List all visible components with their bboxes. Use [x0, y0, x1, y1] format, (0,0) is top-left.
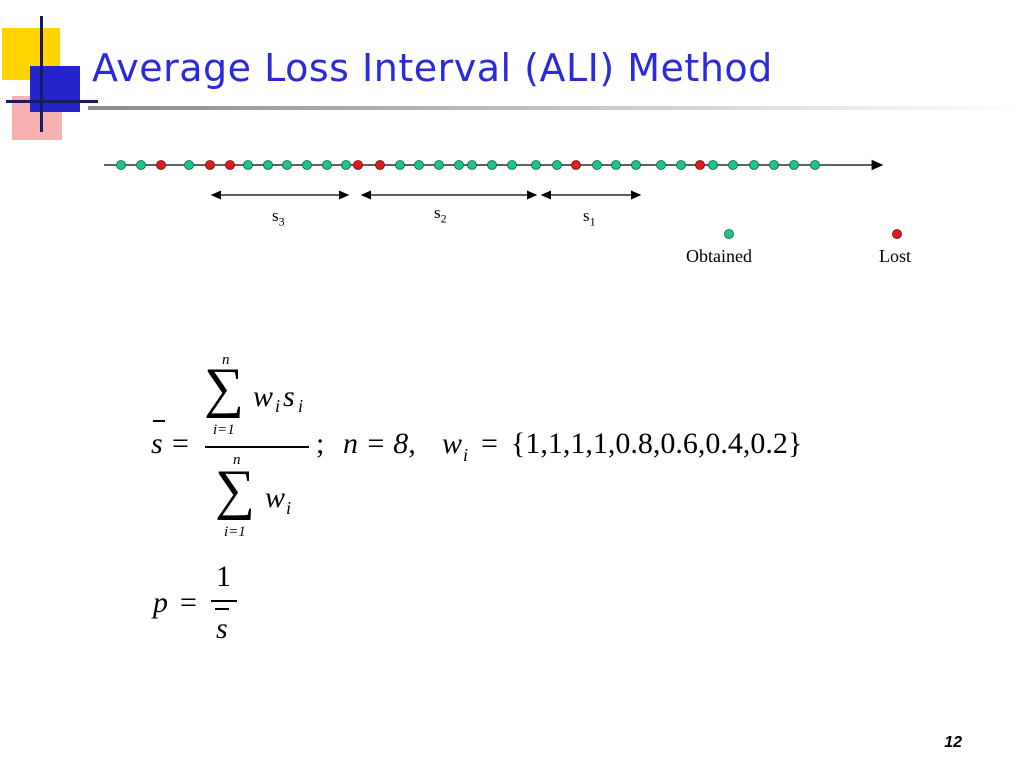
- legend-obtained-dot: [724, 229, 734, 239]
- obtained-packet-dot: [395, 160, 405, 170]
- denominator-w-sub: i: [286, 498, 292, 518]
- obtained-packet-dot: [749, 160, 759, 170]
- sum-lower-bottom: i=1: [224, 524, 246, 540]
- lost-packet-dot: [156, 160, 166, 170]
- vertical-line: [40, 16, 43, 132]
- obtained-packet-dot: [414, 160, 424, 170]
- title-underline: [88, 106, 1018, 110]
- obtained-packet-dot: [263, 160, 273, 170]
- denominator-w: w: [265, 481, 286, 514]
- obtained-packet-dot: [708, 160, 718, 170]
- lost-packet-dot: [205, 160, 215, 170]
- p-bar-overline: [215, 608, 229, 610]
- sum-symbol-numerator: ∑: [204, 357, 244, 419]
- interval-label-s3: s3: [272, 206, 285, 229]
- weights-list: {1,1,1,1,0.8,0.6,0.4,0.2}: [511, 427, 803, 460]
- blue-square: [30, 66, 80, 112]
- obtained-packet-dot: [243, 160, 253, 170]
- obtained-packet-dot: [769, 160, 779, 170]
- obtained-packet-dot: [341, 160, 351, 170]
- packet-timeline: [104, 159, 902, 239]
- equals-sign-2: =: [481, 427, 498, 460]
- equals-sign-3: =: [180, 586, 197, 619]
- obtained-packet-dot: [810, 160, 820, 170]
- interval-label-s2: s2: [434, 203, 447, 226]
- obtained-packet-dot: [611, 160, 621, 170]
- obtained-packet-dot: [467, 160, 477, 170]
- lost-packet-dot: [225, 160, 235, 170]
- obtained-packet-dot: [552, 160, 562, 170]
- obtained-packet-dot: [507, 160, 517, 170]
- legend-lost-dot: [892, 229, 902, 239]
- lost-packet-dot: [353, 160, 363, 170]
- weights-w: w: [442, 427, 463, 460]
- numerator-w-sub: i: [275, 396, 281, 416]
- s-bar-symbol: s: [151, 427, 163, 460]
- obtained-packet-dot: [592, 160, 602, 170]
- lost-packet-dot: [695, 160, 705, 170]
- obtained-packet-dot: [789, 160, 799, 170]
- obtained-packet-dot: [487, 160, 497, 170]
- obtained-packet-dot: [434, 160, 444, 170]
- numerator-s: s: [283, 380, 295, 413]
- p-numerator-one: 1: [216, 560, 231, 593]
- obtained-packet-dot: [728, 160, 738, 170]
- obtained-packet-dot: [454, 160, 464, 170]
- p-denominator-s: s: [216, 612, 228, 645]
- legend-lost-label: Lost: [879, 246, 912, 266]
- obtained-packet-dot: [116, 160, 126, 170]
- equals-sign-1: =: [172, 427, 189, 460]
- obtained-packet-dot: [676, 160, 686, 170]
- lost-packet-dot: [571, 160, 581, 170]
- interval-label-s1: s1: [583, 206, 596, 229]
- obtained-packet-dot: [631, 160, 641, 170]
- page-number: 12: [944, 734, 962, 751]
- numerator-w: w: [253, 380, 274, 413]
- sum-symbol-denominator: ∑: [215, 459, 255, 521]
- horizontal-line: [6, 100, 98, 103]
- sum-upper-n-bottom: n: [233, 452, 241, 468]
- fraction-bar: [205, 446, 309, 448]
- obtained-packet-dot: [184, 160, 194, 170]
- sum-lower-top: i=1: [213, 422, 235, 438]
- obtained-packet-dot: [302, 160, 312, 170]
- sum-upper-n-top: n: [222, 352, 230, 368]
- lost-packet-dot: [375, 160, 385, 170]
- slide-title: Average Loss Interval (ALI) Method: [92, 46, 773, 90]
- obtained-packet-dot: [282, 160, 292, 170]
- p-fraction-bar: [211, 600, 237, 602]
- numerator-s-sub: i: [298, 396, 304, 416]
- obtained-packet-dot: [656, 160, 666, 170]
- corner-decoration: [0, 0, 100, 140]
- n-equals-8: n = 8,: [343, 427, 416, 460]
- legend-obtained-label: Obtained: [686, 246, 752, 266]
- bar-overline: [153, 420, 165, 422]
- obtained-packet-dot: [136, 160, 146, 170]
- obtained-packet-dot: [322, 160, 332, 170]
- p-symbol: p: [153, 586, 168, 619]
- obtained-packet-dot: [531, 160, 541, 170]
- separator-semicolon: ;: [316, 427, 325, 460]
- weights-w-sub: i: [463, 445, 469, 465]
